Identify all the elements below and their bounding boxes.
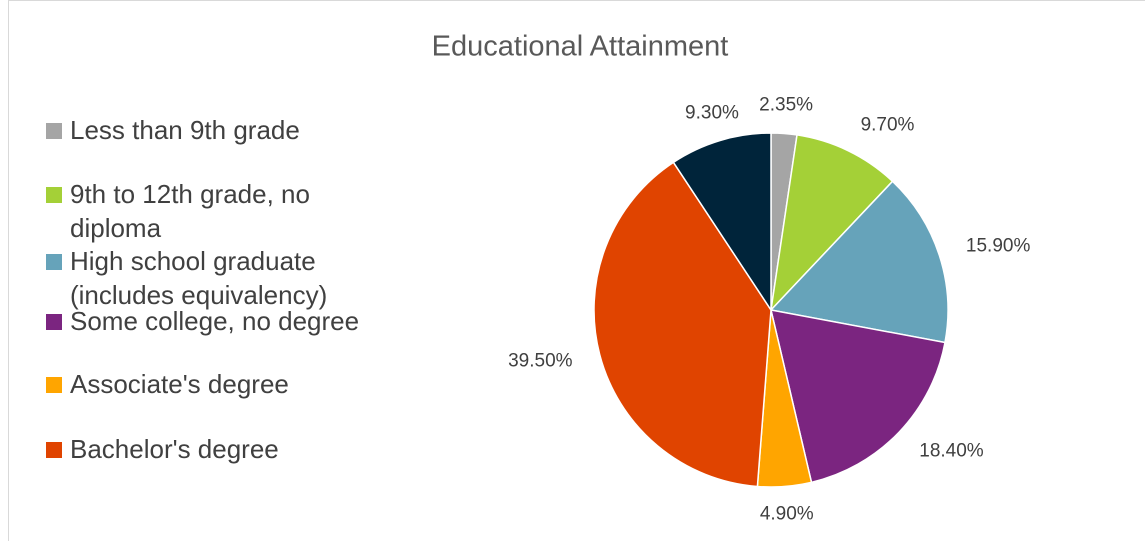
legend-label: Bachelor's degree xyxy=(70,434,279,464)
legend-entry: 9th to 12th grade, no diploma xyxy=(46,177,376,245)
data-label: 15.90% xyxy=(966,236,1031,257)
data-label: 18.40% xyxy=(919,441,984,462)
data-label: 9.70% xyxy=(861,115,915,136)
chart-title: Educational Attainment xyxy=(432,31,729,63)
pie-slice xyxy=(769,134,894,313)
legend-swatch xyxy=(46,377,62,393)
legend-swatch xyxy=(46,314,62,330)
data-label: 9.30% xyxy=(685,103,739,124)
chart-frame xyxy=(8,0,1145,541)
legend-entry: Bachelor's degree xyxy=(46,432,376,466)
legend-label: Some college, no degree xyxy=(70,306,360,336)
pie-slice xyxy=(770,309,946,484)
legend-swatch xyxy=(46,187,62,203)
data-label: 4.90% xyxy=(760,503,814,524)
legend-label: Less than 9th grade xyxy=(70,115,300,145)
legend-swatch xyxy=(46,254,62,270)
pie-slice xyxy=(769,180,949,344)
legend-label: Associate's degree xyxy=(70,369,289,399)
data-label: 2.35% xyxy=(759,95,813,116)
data-label: 39.50% xyxy=(508,350,573,371)
legend-swatch xyxy=(46,442,62,458)
legend-entry: Less than 9th grade xyxy=(46,113,376,147)
legend-entry: Associate's degree xyxy=(46,367,376,401)
legend-swatch xyxy=(46,123,62,139)
legend-entry: Some college, no degree xyxy=(46,304,376,338)
legend-label: 9th to 12th grade, no diploma xyxy=(70,179,310,243)
pie-slice xyxy=(672,132,772,313)
legend-entry: High school graduate (includes equivalen… xyxy=(46,244,376,312)
legend-label: High school graduate (includes equivalen… xyxy=(70,246,328,310)
